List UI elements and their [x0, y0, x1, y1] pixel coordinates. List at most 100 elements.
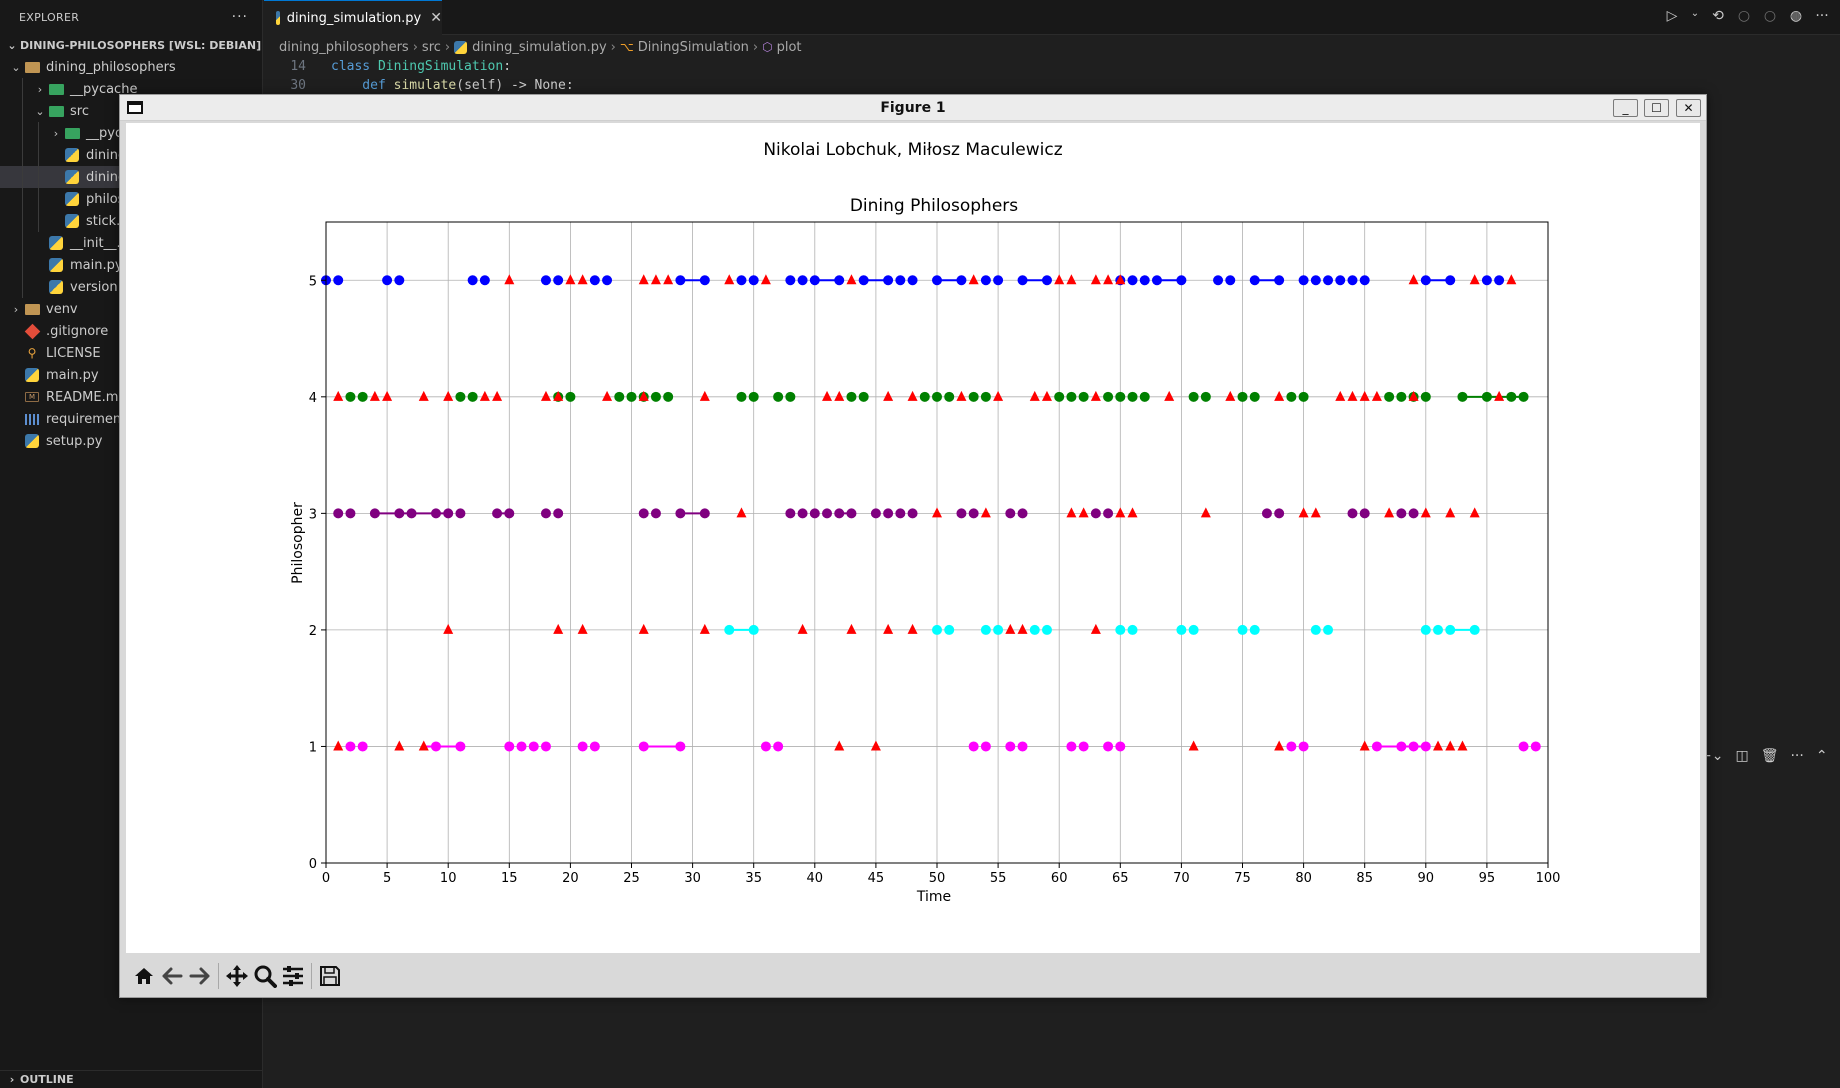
breadcrumb-item[interactable]: DiningSimulation — [637, 39, 749, 55]
eating-point — [455, 741, 466, 752]
configure-subplots-button[interactable] — [279, 961, 307, 991]
tree-item[interactable]: ⚲ LICENSE — [0, 342, 262, 364]
eating-point — [675, 741, 686, 752]
hungry-marker — [479, 390, 490, 401]
eating-point — [1054, 391, 1065, 402]
hungry-marker — [956, 390, 967, 401]
more-actions-icon[interactable]: ··· — [1815, 8, 1829, 24]
breadcrumb-item[interactable]: dining_simulation.py — [472, 39, 607, 55]
hungry-marker — [699, 390, 710, 401]
indent-guide — [22, 254, 23, 276]
more-actions-icon[interactable]: ··· — [1790, 748, 1804, 764]
eating-point — [1249, 275, 1260, 286]
timeline-icon[interactable]: ◍ — [1789, 8, 1803, 24]
hungry-marker — [1408, 274, 1419, 285]
eating-point — [1420, 275, 1431, 286]
trash-icon[interactable]: 🗑 — [1760, 748, 1779, 764]
tree-item[interactable]: ⌄ src — [0, 100, 262, 122]
outline-section[interactable]: › OUTLINE — [0, 1070, 263, 1088]
eating-point — [467, 275, 478, 286]
eating-point — [333, 275, 344, 286]
eating-point — [394, 275, 405, 286]
breadcrumb-item[interactable]: plot — [776, 39, 802, 55]
eating-point — [968, 508, 979, 519]
window-icon — [127, 101, 143, 114]
go-back-icon[interactable]: ⟲ — [1712, 8, 1724, 24]
run-icon[interactable]: ▷ — [1666, 8, 1678, 24]
hungry-marker — [846, 623, 857, 634]
eating-point — [602, 275, 613, 286]
go-forward-icon[interactable]: ○ — [1737, 8, 1751, 24]
zoom-button[interactable] — [251, 961, 279, 991]
eating-point — [1249, 624, 1260, 635]
eating-point — [1029, 624, 1040, 635]
hungry-marker — [699, 623, 710, 634]
tree-item[interactable]: M README.md — [0, 386, 262, 408]
folder-icon — [24, 301, 40, 317]
eating-point — [1384, 391, 1395, 402]
eating-point — [1481, 275, 1492, 286]
tree-item[interactable]: .gitignore — [0, 320, 262, 342]
scatter-chart[interactable]: Nikolai Lobchuk, Miłosz Maculewicz Dinin… — [126, 123, 1700, 953]
eating-point — [1274, 508, 1285, 519]
breadcrumb-item[interactable]: src — [421, 39, 441, 55]
hungry-marker — [1054, 274, 1065, 285]
pan-button[interactable] — [223, 961, 251, 991]
eating-point — [589, 275, 600, 286]
figure-canvas[interactable]: Nikolai Lobchuk, Miłosz Maculewicz Dinin… — [126, 123, 1700, 953]
workspace-root[interactable]: ⌄ DINING-PHILOSOPHERS [WSL: DEBIAN] — [0, 34, 262, 56]
eating-point — [406, 508, 417, 519]
tree-item[interactable]: ⌄ dining_philosophers — [0, 56, 262, 78]
back-button[interactable] — [158, 961, 186, 991]
eating-point — [1298, 391, 1309, 402]
x-tick-label: 70 — [1173, 871, 1190, 886]
tree-item[interactable]: › venv — [0, 298, 262, 320]
hungry-marker — [1433, 740, 1444, 751]
code-line[interactable]: 14 class DiningSimulation: — [264, 57, 511, 76]
hungry-marker — [492, 390, 503, 401]
chevron-up-icon[interactable]: ⌃ — [1815, 748, 1828, 764]
figure-titlebar[interactable]: Figure 1 _ ☐ ✕ — [120, 95, 1706, 121]
tree-item[interactable]: › __pycache__ — [0, 78, 262, 100]
minimize-button[interactable]: _ — [1613, 99, 1638, 117]
explorer-more-button[interactable]: ··· — [231, 9, 248, 25]
hungry-marker — [553, 623, 564, 634]
toolbar-separator — [218, 963, 219, 989]
x-tick-label: 65 — [1112, 871, 1129, 886]
hungry-marker — [1298, 507, 1309, 518]
tree-item[interactable]: setup.py — [0, 430, 262, 452]
indent-guide — [38, 144, 39, 166]
eating-point — [528, 741, 539, 752]
eating-point — [1298, 275, 1309, 286]
hungry-marker — [565, 274, 576, 285]
save-button[interactable] — [316, 961, 344, 991]
split-terminal-icon[interactable]: ◫ — [1735, 748, 1749, 764]
maximize-button[interactable]: ☐ — [1644, 99, 1669, 117]
eating-point — [883, 275, 894, 286]
eating-point — [1408, 508, 1419, 519]
eating-point — [785, 391, 796, 402]
forward-button[interactable] — [186, 961, 214, 991]
tree-item[interactable]: main.py — [0, 254, 262, 276]
tree-item-label: __pycache__ — [70, 81, 151, 97]
hungry-marker — [443, 390, 454, 401]
x-tick-label: 75 — [1234, 871, 1251, 886]
explorer-header: EXPLORER ··· — [0, 0, 262, 34]
indent-guide — [22, 122, 23, 144]
chevron-down-icon[interactable]: ⌄ — [1690, 8, 1700, 19]
tab-dining-simulation[interactable]: dining_simulation.py ✕ — [264, 0, 442, 35]
tree-item[interactable]: main.py — [0, 364, 262, 386]
folder-icon — [64, 125, 80, 141]
breadcrumb-item[interactable]: dining_philosophers — [279, 39, 409, 55]
eating-point — [650, 391, 661, 402]
indent-guide — [38, 188, 39, 210]
close-button[interactable]: ✕ — [1676, 99, 1701, 117]
chart-suptitle: Nikolai Lobchuk, Miłosz Maculewicz — [763, 140, 1062, 160]
home-button[interactable] — [130, 961, 158, 991]
hungry-marker — [1103, 274, 1114, 285]
eating-point — [675, 508, 686, 519]
split-icon[interactable]: ○ — [1763, 8, 1777, 24]
eating-point — [382, 275, 393, 286]
tab-close-button[interactable]: ✕ — [430, 10, 442, 26]
code-line[interactable]: 30 def simulate(self) -> None: — [264, 76, 573, 95]
